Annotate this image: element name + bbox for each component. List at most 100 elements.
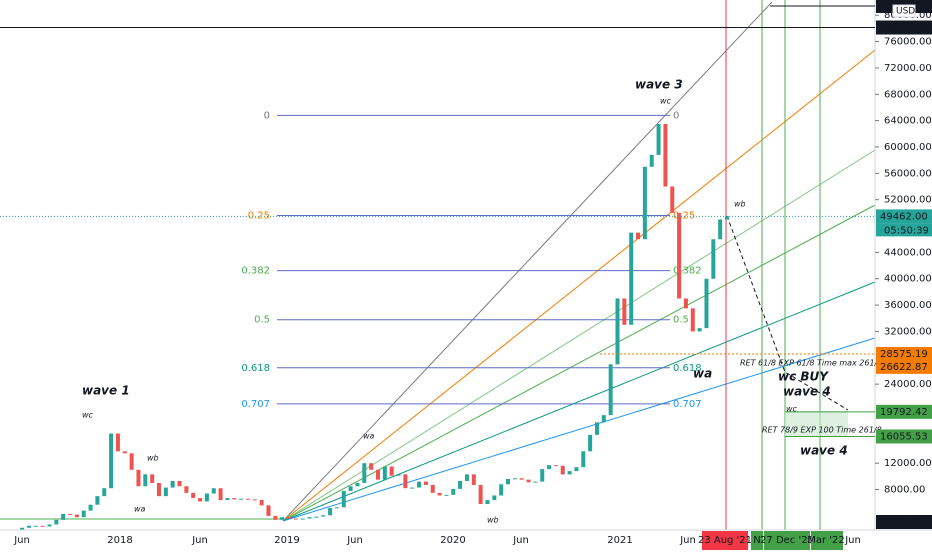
- candle: [690, 308, 695, 332]
- annotation: wb: [487, 516, 499, 525]
- fib-label: 0.5: [254, 315, 270, 326]
- y-tick-label: 44000.00: [884, 247, 932, 258]
- candle: [20, 527, 25, 532]
- candle: [677, 212, 682, 299]
- y-tick-label: 64000.00: [884, 116, 932, 127]
- candle: [266, 505, 271, 516]
- price-flag: [876, 515, 932, 529]
- candle: [88, 504, 93, 511]
- price-flag-label: 28575.19: [880, 349, 928, 360]
- candle: [519, 478, 524, 480]
- candle: [136, 469, 141, 487]
- candle: [711, 239, 716, 279]
- candle: [341, 490, 346, 508]
- candle: [540, 469, 545, 482]
- price-flag: [876, 359, 932, 374]
- countdown-bg: [876, 223, 932, 237]
- candle: [163, 487, 168, 497]
- x-tick-label: N: [753, 535, 760, 546]
- candle: [245, 498, 250, 500]
- candle: [417, 481, 422, 488]
- candle: [382, 466, 387, 480]
- candle: [588, 434, 593, 452]
- candle: [280, 517, 285, 520]
- fan-line: [282, 281, 876, 522]
- candle: [115, 433, 120, 452]
- annotation: wa: [134, 505, 146, 514]
- fib-label: 0.5: [673, 315, 689, 326]
- candle: [225, 498, 230, 501]
- fib-label: 0: [673, 110, 679, 121]
- annotation: wave 1: [82, 384, 130, 398]
- candle: [594, 422, 599, 435]
- candle: [375, 469, 380, 480]
- candle: [348, 486, 353, 491]
- candle: [156, 482, 161, 497]
- candle: [211, 488, 216, 494]
- candle: [704, 278, 709, 329]
- x-tick-label: Jun: [512, 535, 529, 546]
- fib-label: 0.618: [673, 363, 702, 374]
- candle: [95, 496, 100, 505]
- candle: [636, 232, 641, 240]
- time-axis: [0, 530, 932, 550]
- annotation: RET 78/9 EXP 100 Time 261/8: [762, 426, 882, 435]
- x-tick-label: 2021: [607, 535, 632, 546]
- candle: [33, 525, 38, 527]
- candle: [47, 524, 52, 527]
- candle: [697, 328, 702, 332]
- candle: [81, 510, 86, 518]
- candle: [355, 482, 360, 487]
- candle: [177, 480, 182, 487]
- fan-line: [282, 337, 876, 522]
- candle: [102, 488, 107, 497]
- annotation: wb: [734, 200, 746, 209]
- x-tick-label: Jun: [191, 535, 208, 546]
- candle: [663, 123, 668, 187]
- fib-label: 0.707: [241, 399, 270, 410]
- candle: [300, 518, 305, 520]
- price-flag: [876, 20, 932, 35]
- candle: [328, 507, 333, 516]
- fan-line: [282, 149, 876, 522]
- candle: [198, 498, 203, 502]
- candle: [74, 514, 79, 518]
- annotation: wave 4: [783, 385, 831, 399]
- candle: [307, 517, 312, 519]
- x-tick-label: 23 Aug '21: [698, 535, 752, 546]
- price-flag: [876, 429, 932, 444]
- candle: [615, 298, 620, 365]
- price-flag: [876, 209, 932, 224]
- candle: [252, 499, 257, 501]
- candle: [670, 186, 675, 213]
- annotation: wc: [660, 97, 672, 106]
- price-axis: [875, 0, 932, 530]
- x-tick-label: Jun: [346, 535, 363, 546]
- candle: [499, 484, 504, 496]
- y-tick-label: 56000.00: [884, 168, 932, 179]
- candle: [725, 216, 729, 220]
- candle: [369, 463, 374, 470]
- candle: [642, 166, 647, 240]
- candle: [506, 479, 511, 485]
- y-tick-label: 32000.00: [884, 326, 932, 337]
- candle: [293, 518, 298, 520]
- candle: [26, 525, 31, 528]
- candle: [109, 433, 114, 489]
- currency-bg: [892, 4, 916, 18]
- candle: [649, 154, 654, 167]
- y-tick-label: 8000.00: [884, 485, 925, 496]
- candle: [629, 232, 634, 325]
- y-tick-label: 36000.00: [884, 300, 932, 311]
- candle: [143, 474, 148, 487]
- candle: [287, 517, 292, 519]
- annotation: wave 4: [800, 444, 848, 458]
- candle: [512, 478, 517, 480]
- x-tick-label: Mar '22: [807, 535, 845, 546]
- candle: [451, 488, 456, 495]
- y-tick-label: 12000.00: [884, 458, 932, 469]
- candle: [184, 486, 189, 493]
- x-tick-label: Jun: [679, 535, 696, 546]
